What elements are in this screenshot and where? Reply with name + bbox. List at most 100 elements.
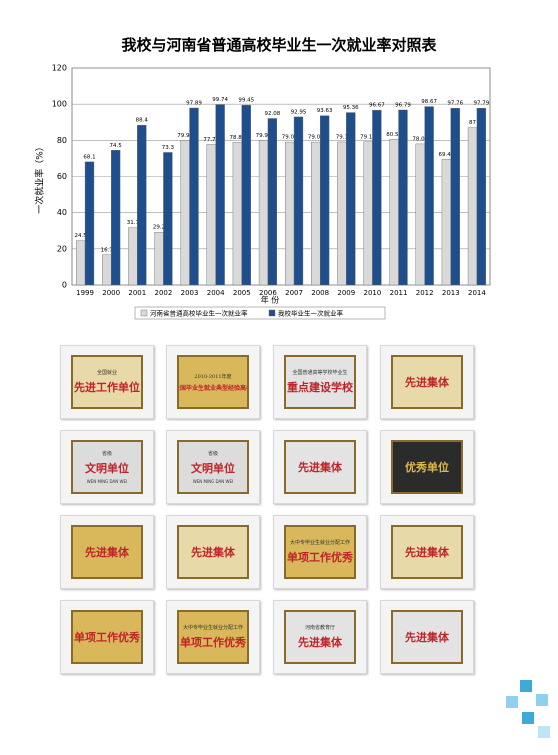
data-label: 99.74: [212, 97, 228, 103]
bar: [284, 141, 295, 286]
plaque: 大中专毕业生就业分配工作 单项工作优秀: [273, 515, 367, 589]
plaque-heading: 大中专毕业生就业分配工作: [289, 540, 350, 546]
bar: [206, 144, 216, 286]
data-label: 97.76: [447, 101, 463, 107]
x-tick-label: 2001: [128, 289, 146, 297]
data-label: 79.98: [177, 133, 193, 139]
plaque-plate: 全国就业先进工作单位: [71, 355, 143, 409]
bar: [189, 107, 199, 286]
x-tick-label: 2003: [181, 289, 199, 297]
data-label: 96.79: [395, 102, 411, 108]
plaque-heading: 省级: [101, 451, 112, 457]
decor-square: [522, 712, 534, 724]
bar: [267, 118, 278, 286]
data-label: 92.08: [265, 111, 281, 117]
data-label: 87: [469, 120, 476, 126]
bar: [450, 108, 460, 286]
plaque: 单项工作优秀: [60, 600, 154, 674]
x-tick-label: 2000: [102, 289, 120, 297]
decor-square: [538, 726, 550, 738]
plaque-title: 文明单位: [191, 462, 235, 475]
plaque-plate: 单项工作优秀: [71, 610, 143, 664]
plaque: 省级 文明单位 WEN MING DAN WEI: [166, 430, 260, 504]
plaque-heading: 河南省教育厅: [304, 625, 335, 631]
plaque-heading: 全国就业: [96, 370, 117, 376]
bar: [372, 109, 382, 286]
bar: [258, 140, 269, 286]
plaque-plate: 河南省教育厅 先进集体: [284, 610, 356, 664]
plaque: 优秀单位: [380, 430, 474, 504]
data-label: 97.79: [474, 101, 490, 107]
plaque-plate: 先进集体: [391, 355, 463, 409]
plaque-title: 全国毕业生就业典型经验高校: [177, 384, 249, 392]
plaque-heading: 大中专毕业生就业分配工作: [182, 625, 243, 631]
data-label: 98.67: [421, 99, 437, 105]
plaque-plate: 大中专毕业生就业分配工作单项工作优秀: [177, 610, 249, 664]
data-label: 78.02: [412, 136, 428, 142]
bar: [128, 227, 138, 286]
plaque: 河南省教育厅 先进集体: [273, 600, 367, 674]
y-tick-label: 40: [57, 208, 67, 217]
bar: [337, 141, 347, 286]
plaque: 先进集体: [380, 345, 474, 419]
plaque: 先进集体: [273, 430, 367, 504]
plaque-plate: 先进集体: [177, 525, 249, 579]
plaque-plate: 大中专毕业生就业分配工作 单项工作优秀: [284, 525, 356, 579]
legend-label: 我校毕业生一次就业率: [278, 309, 344, 318]
y-tick-label: 100: [52, 100, 67, 109]
plaque-title: 先进集体: [191, 546, 235, 559]
plaque-title: 重点建设学校: [287, 381, 353, 394]
data-label: 31.7: [127, 220, 140, 226]
plaque-title: 单项工作优秀: [74, 631, 140, 644]
data-label: 96.67: [369, 103, 385, 109]
plaque-plate: 先进集体: [391, 525, 463, 579]
plaque-heading: 2010-2011年度: [194, 373, 232, 380]
plaque-title: 先进集体: [405, 376, 449, 389]
plaque: 全国普通高等学校毕业生重点建设学校: [273, 345, 367, 419]
data-label: 79.19: [360, 134, 376, 140]
data-label: 79.03: [282, 135, 298, 141]
data-label: 79.1: [336, 134, 348, 140]
plaque-title: 先进工作单位: [74, 381, 140, 394]
plaque-plate: 优秀单位: [391, 440, 463, 494]
data-label: 79.98: [256, 133, 272, 139]
data-label: 29.2: [153, 225, 165, 231]
plaque: 2010-2011年度全国毕业生就业典型经验高校: [166, 345, 260, 419]
chart-title: 我校与河南省普通高校毕业生一次就业率对照表: [121, 36, 437, 54]
plaque-heading: 全国普通高等学校毕业生: [292, 370, 348, 376]
decor-square: [536, 694, 548, 706]
x-tick-label: 2010: [364, 289, 382, 297]
legend-box: [134, 306, 386, 320]
y-tick-label: 120: [52, 64, 67, 73]
bar: [232, 142, 243, 286]
bar: [180, 140, 190, 286]
plaque-plate: 先进集体: [391, 610, 463, 664]
bar: [163, 152, 173, 286]
y-tick-label: 0: [62, 281, 67, 290]
plaque-title: 单项工作优秀: [180, 636, 246, 649]
legend-swatch: [268, 309, 276, 317]
bar: [215, 104, 225, 286]
plaque-plate: 先进集体: [284, 440, 356, 494]
bar: [241, 104, 251, 286]
data-label: 69.47: [438, 152, 454, 158]
data-label: 68.1: [83, 154, 95, 160]
plaque-title: 先进集体: [405, 631, 449, 644]
plaque-plate: 2010-2011年度全国毕业生就业典型经验高校: [177, 355, 249, 409]
legend-swatch: [140, 309, 148, 317]
x-tick-label: 2004: [207, 289, 225, 297]
plaque-heading: 省级: [207, 451, 218, 457]
plaque-title: 文明单位: [85, 462, 129, 475]
data-label: 79.05: [308, 135, 324, 141]
data-label: 88.4: [136, 118, 149, 124]
decor-square: [506, 696, 518, 708]
data-label: 93.63: [317, 108, 333, 114]
plaque-title: 优秀单位: [405, 461, 449, 474]
x-tick-label: 2008: [311, 289, 329, 297]
data-label: 92.95: [291, 109, 307, 115]
plaque-plate: 省级 文明单位 WEN MING DAN WEI: [71, 440, 143, 494]
data-label: 80.58: [386, 132, 402, 138]
x-tick-label: 2009: [337, 289, 355, 297]
bar: [476, 107, 487, 286]
x-tick-label: 2011: [390, 289, 408, 297]
